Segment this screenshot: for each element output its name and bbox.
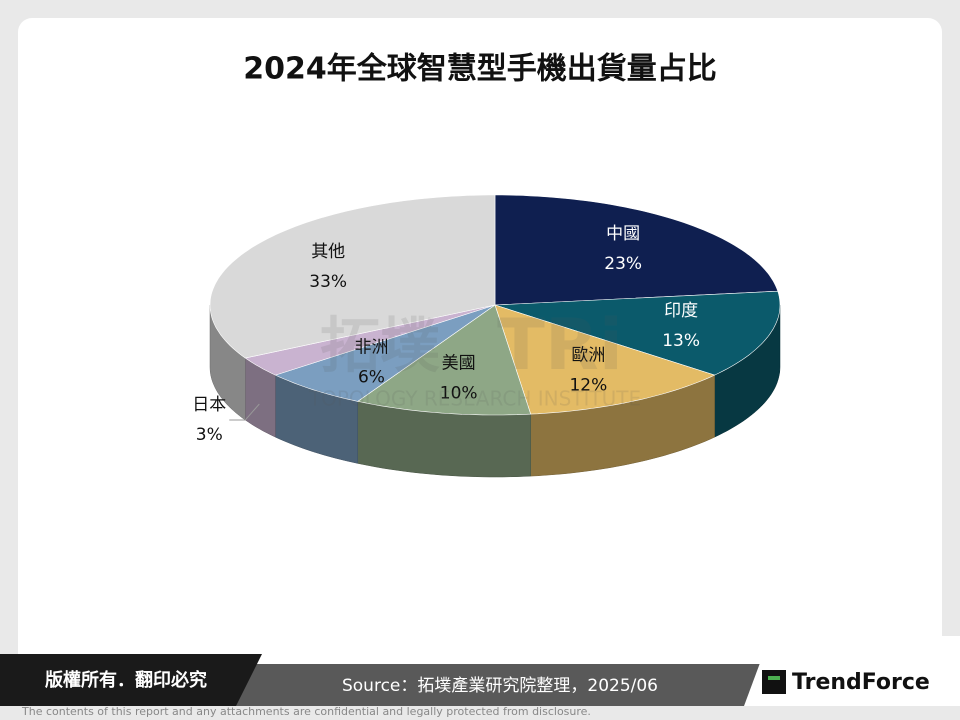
copyright: 版權所有．翻印必究 xyxy=(45,669,207,691)
value-label: 3% xyxy=(196,425,223,445)
slice-label: 非洲 xyxy=(354,338,388,358)
value-label: 13% xyxy=(662,331,700,351)
slice xyxy=(274,304,496,402)
slice-label: 歐洲 xyxy=(571,346,605,366)
value-label: 12% xyxy=(569,376,607,396)
slice xyxy=(494,290,781,376)
disclaimer: The contents of this report and any atta… xyxy=(21,705,591,718)
watermark-text: TRi xyxy=(497,304,623,386)
pie: 中國 23% 印度 13% 歐洲 12% 美國 10% 非洲 6% 日本 3% 其他 33% xyxy=(192,194,781,478)
slice xyxy=(494,194,779,306)
value-label: 33% xyxy=(309,272,347,292)
slice xyxy=(244,304,496,376)
brand-logo xyxy=(762,670,786,694)
brand: TrendForce xyxy=(792,670,930,695)
slice-label: 日本 xyxy=(192,395,226,415)
slice xyxy=(209,194,496,359)
slice-label: 印度 xyxy=(664,301,698,321)
value-label: 23% xyxy=(604,254,642,274)
watermark-text: TOPOLOGY RESEARCH INSTITUTE xyxy=(308,387,641,411)
value-label: 6% xyxy=(358,368,385,388)
watermark-text: 拓墣 xyxy=(320,312,440,382)
footer-right xyxy=(744,636,960,706)
watermark: 拓墣 TRi TOPOLOGY RESEARCH INSTITUTE xyxy=(308,304,641,410)
slice xyxy=(494,304,716,415)
slice-label: 美國 xyxy=(442,353,476,373)
slice xyxy=(356,304,532,416)
slice-label: 中國 xyxy=(606,224,640,244)
slice-label: 其他 xyxy=(311,242,345,262)
value-label: 10% xyxy=(440,383,478,403)
chart-title: 2024年全球智慧型手機出貨量占比 xyxy=(243,52,717,87)
brand-logo-mark xyxy=(768,676,780,680)
leader-line xyxy=(229,403,260,421)
source: Source：拓墣產業研究院整理，2025/06 xyxy=(342,676,658,696)
footer-left xyxy=(0,654,262,706)
